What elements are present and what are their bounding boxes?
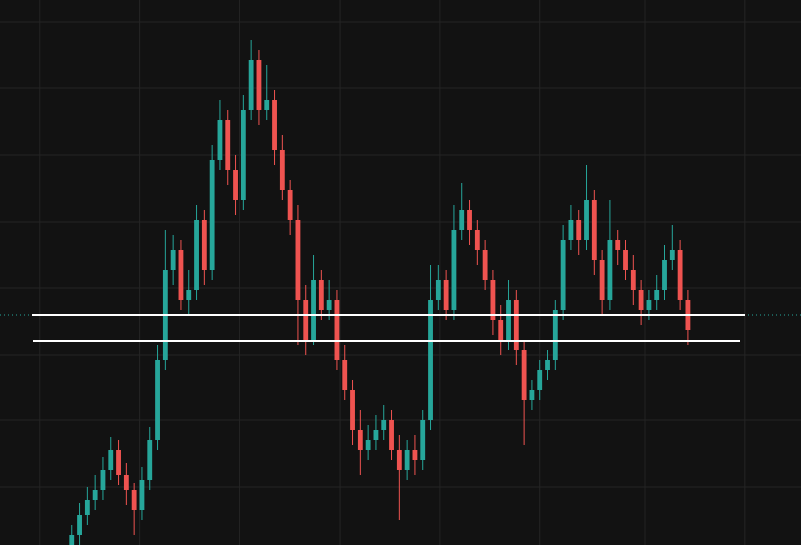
candle-body [654, 290, 660, 300]
candle-body [287, 190, 293, 220]
candle-body [560, 240, 566, 310]
candle-body [381, 420, 387, 430]
candle-body [139, 480, 145, 510]
candle-body [272, 100, 277, 150]
candle-body [342, 360, 348, 390]
candle-body [443, 280, 449, 310]
candle-body [396, 450, 402, 470]
candle-body [186, 290, 192, 300]
candle-body [591, 200, 597, 260]
candle-body [326, 300, 332, 310]
candle-body [92, 490, 98, 500]
candle-body [498, 320, 504, 340]
candle-body [412, 450, 418, 460]
candle-body [623, 250, 628, 270]
candle-body [69, 535, 75, 545]
candle-body [435, 280, 441, 300]
candle-body [506, 300, 511, 340]
candle-body [389, 420, 394, 450]
candle-body [84, 500, 90, 515]
candle-body [201, 220, 207, 270]
candle-body [513, 300, 519, 350]
candle-body [552, 310, 558, 360]
candle-body [373, 430, 379, 440]
candle-body [357, 430, 363, 450]
candle-body [131, 490, 137, 510]
candle-body [474, 230, 480, 250]
candle-body [669, 250, 675, 260]
candle-body [123, 475, 129, 490]
candle-body [482, 250, 488, 280]
candle-body [545, 360, 550, 370]
candle-body [240, 110, 246, 200]
candle-body [248, 60, 254, 110]
candle-body [334, 300, 340, 360]
candle-body [311, 280, 316, 340]
candle-body [490, 280, 496, 320]
candle-body [529, 390, 535, 400]
candle-body [467, 210, 472, 230]
candle-body [662, 260, 667, 290]
candle-body [194, 220, 199, 290]
candle-body [256, 60, 262, 110]
candle-body [576, 220, 582, 240]
candle-body [209, 160, 215, 270]
candle-body [420, 420, 426, 460]
candle-body [568, 220, 574, 240]
candle-body [217, 120, 223, 160]
candle-body [264, 100, 270, 110]
candle-body [428, 300, 433, 420]
candle-body [607, 240, 613, 300]
candle-body [279, 150, 285, 190]
candle-body [646, 300, 652, 310]
candle-body [225, 120, 231, 170]
candle-body [584, 200, 589, 240]
candle-body [147, 440, 153, 480]
candle-body [451, 230, 457, 310]
candle-body [116, 450, 121, 475]
candle-body [318, 280, 324, 310]
candle-body [677, 250, 683, 300]
candle-body [521, 350, 527, 400]
candle-body [178, 250, 184, 300]
candle-body [170, 250, 176, 270]
candle-body [459, 210, 465, 230]
candle-body [537, 370, 543, 390]
candle-body [350, 390, 355, 430]
candle-body [615, 240, 621, 250]
candle-body [108, 450, 114, 470]
candle-body [155, 360, 160, 440]
candle-body [365, 440, 371, 450]
candle-body [233, 170, 238, 200]
candle-body [303, 300, 309, 340]
candle-body [77, 515, 82, 535]
candle-body [638, 290, 644, 310]
candle-body [599, 260, 605, 300]
candle-body [100, 470, 106, 490]
candle-body [404, 450, 410, 470]
candle-body [630, 270, 636, 290]
candle-body [295, 220, 301, 300]
